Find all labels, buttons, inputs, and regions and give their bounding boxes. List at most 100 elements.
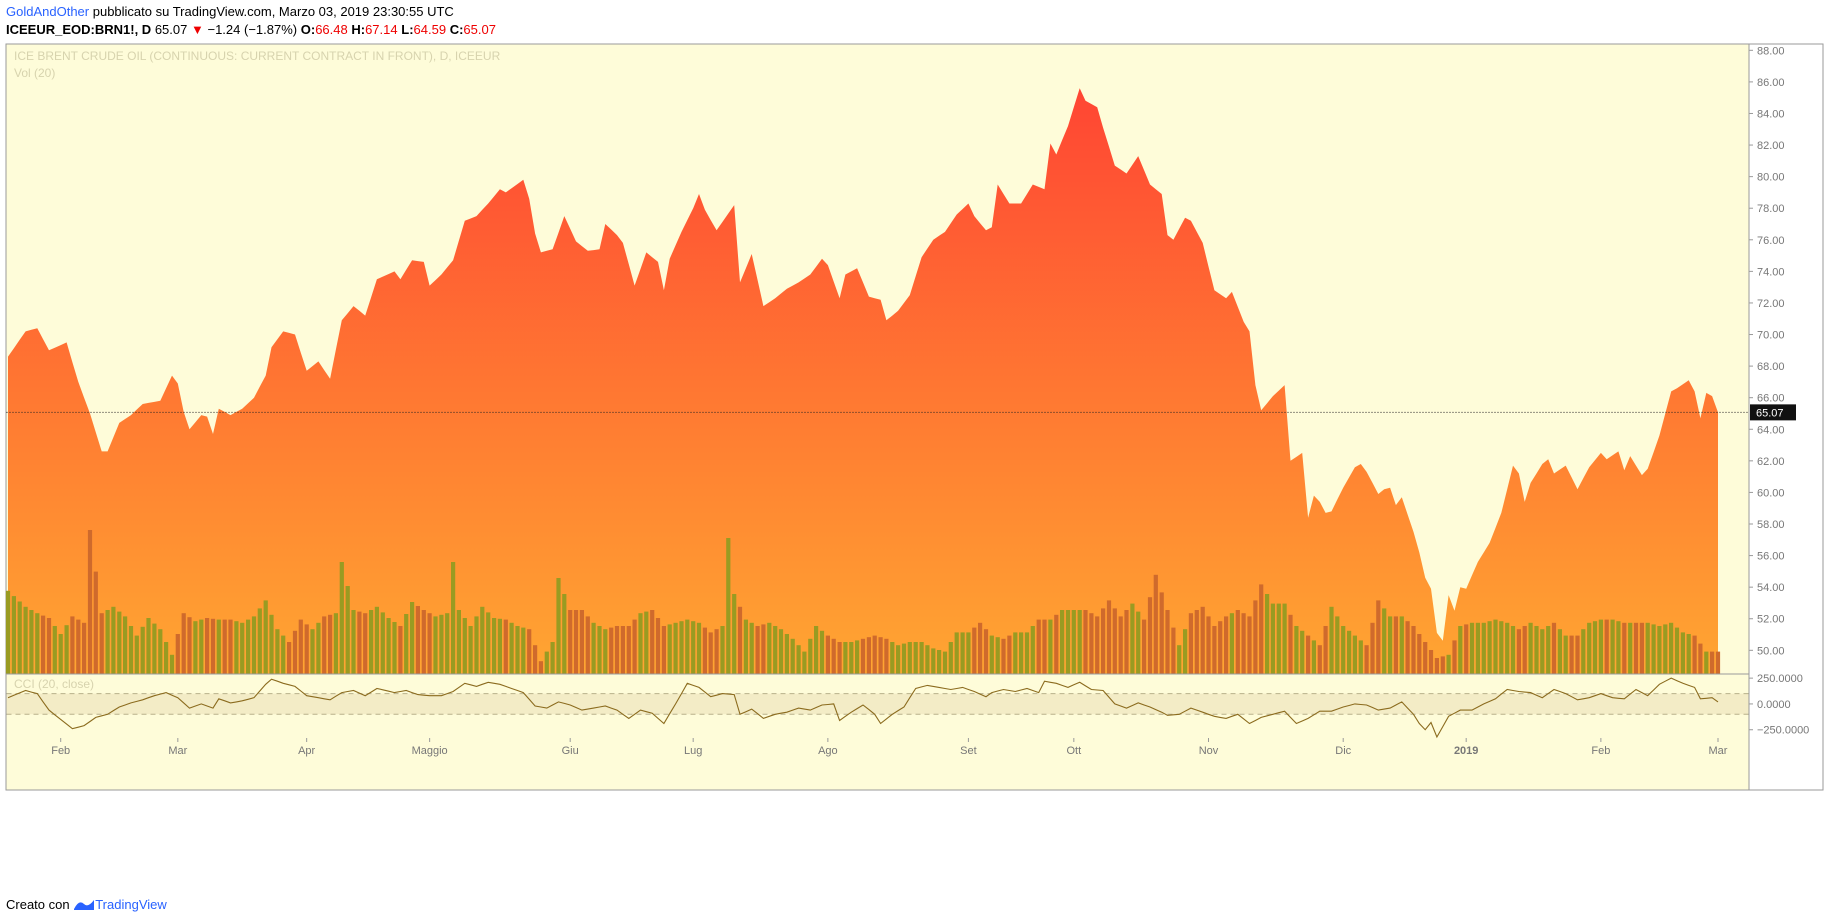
volume-bar [152,623,157,674]
volume-bar [1587,622,1592,674]
volume-bar [1188,613,1193,674]
x-tick-label: Feb [1591,745,1610,757]
volume-bar [585,616,590,674]
volume-bar [784,634,789,674]
volume-bar [1598,619,1603,674]
volume-bar [1001,638,1006,674]
volume-bar [808,638,813,674]
x-tick-label: Mar [1709,745,1728,757]
volume-bar [193,621,198,674]
volume-bar [591,622,596,674]
volume-bar [240,622,245,674]
volume-bar [1177,645,1182,674]
price-chart[interactable]: 65.07 250.0000 0.0000 −250.0000 88.00 86.00 8… [0,40,1828,888]
volume-bar [1686,634,1691,674]
volume-bar [1505,622,1510,674]
publisher-line: GoldAndOther pubblicato su TradingView.c… [6,4,454,19]
volume-bar [205,618,210,674]
y-tick-label: 74.00 [1757,266,1785,278]
y-tick-label: 82.00 [1757,140,1785,152]
volume-bar [960,632,965,674]
volume-bar [1651,624,1656,674]
y-tick-label: 56.00 [1757,551,1785,563]
volume-bar [556,578,561,674]
x-tick-label: Dic [1335,745,1351,757]
volume-bar [1124,610,1129,674]
volume-bar [1657,626,1662,674]
volume-bar [269,614,274,674]
volume-bar [1095,616,1100,674]
volume-bar [685,619,690,674]
volume-bar [995,637,1000,674]
volume-bar [1241,613,1246,674]
volume-bar [70,616,75,674]
volume-bar [58,634,63,674]
volume-bar [1200,606,1205,674]
volume-bar [1715,651,1721,674]
y-tick-label: 86.00 [1757,77,1785,89]
volume-bar [1071,610,1076,674]
volume-bar [363,613,368,674]
volume-bar [1300,630,1305,674]
volume-bar [216,619,221,674]
volume-bar [1382,608,1387,674]
volume-bar [1253,600,1258,674]
volume-bar [860,638,866,674]
volume-bar [1194,610,1199,674]
x-tick-label: Ago [818,745,838,757]
volume-bar [1089,613,1094,674]
volume-bar [1235,610,1240,674]
y-tick-label: 80.00 [1757,172,1785,184]
volume-bar [866,637,871,674]
high-label: H: [351,22,366,37]
tradingview-logo-icon[interactable] [73,897,95,911]
volume-bar [843,642,848,674]
last-price-label: 65.07 [1756,407,1784,419]
volume-bar [1106,600,1112,674]
volume-bar [445,613,450,674]
volume-bar [11,596,16,674]
volume-bar [328,614,333,674]
volume-bar [825,635,830,674]
high-value: 67.14 [365,22,398,37]
volume-bar [849,642,854,674]
volume-bar [87,530,93,674]
footer: Creato con TradingView [6,897,167,912]
volume-bar [521,627,526,674]
volume-bar [778,629,784,674]
volume-bar [1065,610,1071,674]
y-tick-label: 64.00 [1757,424,1785,436]
volume-bar [609,627,614,674]
volume-bar [1399,616,1404,674]
volume-bar [1581,629,1586,674]
volume-bar [1329,606,1334,674]
volume-bar [1376,600,1381,674]
volume-bar [1710,651,1715,674]
volume-bar [1610,619,1615,674]
volume-bar [1341,626,1346,674]
volume-bar [275,629,280,674]
author-link[interactable]: GoldAndOther [6,4,90,19]
cci-tick-label: 250.0000 [1757,673,1803,685]
volume-bar [1487,621,1492,674]
volume-bar [52,626,57,674]
volume-bar [737,606,743,674]
volume-bar [82,622,87,674]
close-label: C: [449,22,464,37]
volume-bar [1458,626,1463,674]
volume-bar [1364,645,1369,674]
down-arrow-icon: ▼ [190,22,204,37]
volume-bar [5,590,11,674]
volume-bar [1540,629,1545,674]
volume-bar [562,594,567,674]
volume-bar [1212,626,1217,674]
volume-bar [1282,603,1287,674]
volume-bar [573,610,579,674]
volume-bar [427,613,432,674]
volume-bar [1101,608,1106,674]
volume-bar [503,619,508,674]
tradingview-link[interactable]: TradingView [95,897,167,912]
volume-bar [298,619,303,674]
x-tick-label: Giu [562,745,579,757]
volume-bar [316,622,321,674]
